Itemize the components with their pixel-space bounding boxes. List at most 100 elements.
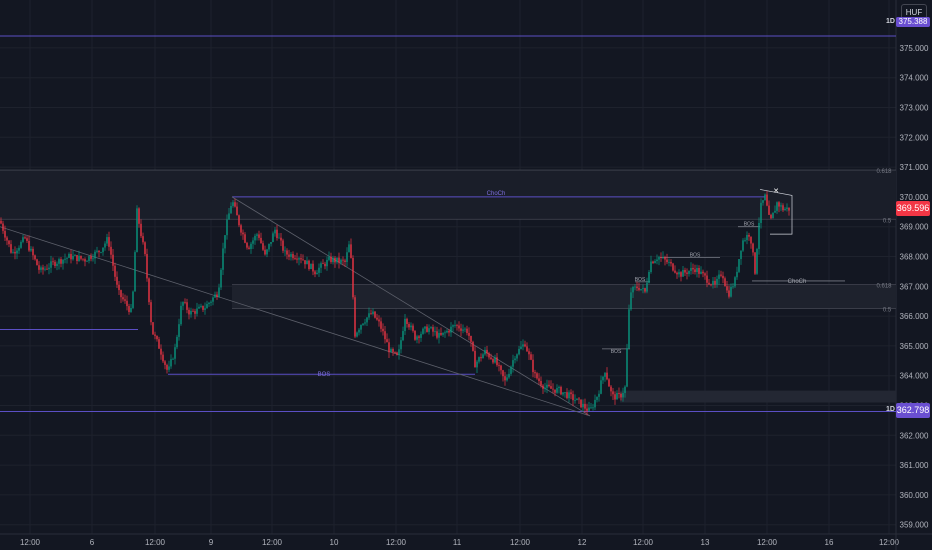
candle-body xyxy=(38,265,40,270)
candle-body xyxy=(400,340,402,350)
candle-body xyxy=(478,357,480,362)
y-axis-tick-label: 369.000 xyxy=(900,223,929,232)
candle-body xyxy=(66,257,68,259)
candle-body xyxy=(214,294,216,298)
candle-body xyxy=(744,240,746,241)
candle-body xyxy=(260,237,262,244)
candle-body xyxy=(382,328,384,332)
candle-body xyxy=(646,282,648,292)
trendline xyxy=(231,196,591,417)
candle-body xyxy=(254,235,256,241)
candle-body xyxy=(430,327,432,329)
candle-body xyxy=(684,269,686,273)
candle-body xyxy=(582,403,584,408)
candle-body xyxy=(762,200,764,203)
candle-body xyxy=(32,248,34,256)
position-drawing xyxy=(759,189,793,235)
candle-body xyxy=(4,230,6,238)
candle-body xyxy=(752,243,754,253)
candle-body xyxy=(674,270,676,273)
candle-body xyxy=(182,302,184,306)
candle-body xyxy=(378,319,380,322)
candle-body xyxy=(62,259,64,264)
candle-body xyxy=(554,389,556,393)
candle-body xyxy=(344,260,346,263)
candle-body xyxy=(602,376,604,381)
candle-body xyxy=(494,357,496,363)
candle-body xyxy=(402,331,404,341)
candle-body xyxy=(120,290,122,298)
candle-body xyxy=(314,271,316,275)
y-axis-tick-label: 370.000 xyxy=(900,193,929,202)
candle-body xyxy=(262,243,264,250)
candle-body xyxy=(436,331,438,338)
candle-body xyxy=(556,387,558,393)
candle-body xyxy=(324,263,326,267)
candle-body xyxy=(412,325,414,331)
y-axis-tick-label: 365.000 xyxy=(900,342,929,351)
candle-body xyxy=(88,256,90,261)
demand-zone xyxy=(620,390,896,403)
candle-body xyxy=(724,278,726,287)
candle-body xyxy=(10,244,12,253)
candle-body xyxy=(666,259,668,263)
x-axis-tick-label: 12:00 xyxy=(633,538,654,547)
candle-body xyxy=(128,306,130,312)
candle-body xyxy=(614,394,616,400)
candle-body xyxy=(422,328,424,334)
candle-body xyxy=(664,257,666,260)
candle-body xyxy=(18,247,20,251)
candle-body xyxy=(760,202,762,223)
candle-body xyxy=(126,300,128,307)
candle-body xyxy=(672,263,674,271)
candle-body xyxy=(396,352,398,355)
candle-body xyxy=(566,392,568,399)
candle-body xyxy=(220,269,222,288)
candle-body xyxy=(768,205,770,215)
candle-body xyxy=(786,207,788,209)
candle-body xyxy=(660,256,662,258)
candle-body xyxy=(142,236,144,243)
candle-body xyxy=(404,318,406,332)
candle-body xyxy=(340,259,342,263)
candle-body xyxy=(730,286,732,297)
candle-body xyxy=(34,255,36,260)
candle-body xyxy=(152,322,154,335)
candle-body xyxy=(212,297,214,302)
candle-body xyxy=(148,278,150,303)
candle-body xyxy=(158,339,160,349)
candle-body xyxy=(620,393,622,398)
candle-body xyxy=(286,250,288,255)
candle-body xyxy=(102,247,104,253)
candle-body xyxy=(356,332,358,337)
candle-body xyxy=(498,365,500,366)
candle-body xyxy=(160,348,162,355)
candle-body xyxy=(76,255,78,262)
candle-body xyxy=(270,242,272,244)
candle-body xyxy=(610,386,612,392)
bos-label: BOS xyxy=(318,372,331,378)
trendline xyxy=(0,226,591,417)
candle-body xyxy=(302,259,304,261)
candle-body xyxy=(546,384,548,388)
candle-body xyxy=(316,272,318,275)
candle-body xyxy=(690,267,692,271)
candle-body xyxy=(548,384,550,387)
candle-body xyxy=(96,250,98,252)
candle-body xyxy=(6,237,8,241)
candle-body xyxy=(256,234,258,236)
x-axis-tick-label: 10 xyxy=(330,538,339,547)
candle-body xyxy=(528,351,530,355)
candle-body xyxy=(240,225,242,233)
candle-body xyxy=(736,271,738,278)
candle-body xyxy=(742,240,744,251)
candle-body xyxy=(336,257,338,263)
candle-body xyxy=(716,278,718,285)
candle-body xyxy=(236,206,238,216)
candle-body xyxy=(462,329,464,331)
candle-body xyxy=(594,399,596,408)
candle-body xyxy=(196,308,198,314)
candle-body xyxy=(712,280,714,285)
candle-body xyxy=(190,310,192,315)
